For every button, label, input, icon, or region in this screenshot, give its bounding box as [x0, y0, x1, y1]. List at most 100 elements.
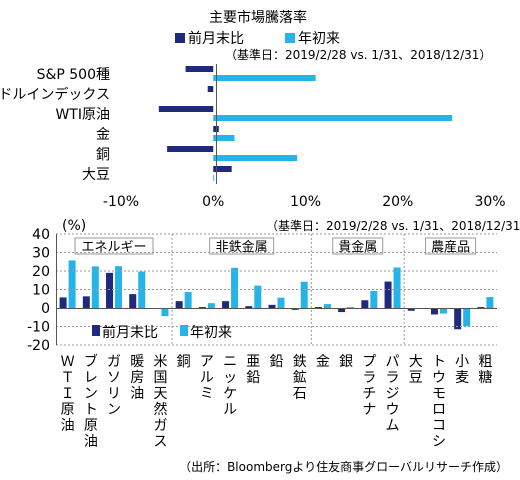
bottom-legend-swatch-ytd: [180, 325, 188, 336]
top-category-label: ドルインデックス: [0, 86, 110, 103]
bottom-y-tick-label: 30: [32, 246, 50, 262]
bottom-bar-ytd-0: [68, 260, 76, 308]
bottom-bar-ytd-14: [393, 267, 401, 308]
bottom-legend-label-mom: 前月末比: [102, 324, 158, 341]
sector-label: 非鉄金属: [216, 239, 268, 255]
bottom-bar-ytd-10: [300, 281, 308, 308]
top-bar-ytd-2: [213, 115, 453, 121]
bottom-bar-mom-13: [361, 300, 369, 308]
bottom-bar-ytd-5: [184, 292, 192, 308]
top-bar-mom-0: [185, 66, 214, 72]
bottom-bar-ytd-16: [439, 308, 447, 314]
top-x-tick-label: 30%: [474, 194, 505, 210]
bottom-category-label: 暖房油: [130, 354, 144, 402]
bottom-bar-mom-6: [198, 307, 206, 308]
bottom-bar-mom-8: [245, 306, 253, 308]
bottom-chart-note: （基準日：2019/2/28 vs. 1/31、2018/12/31）: [266, 218, 520, 233]
top-x-tick-label: 10%: [290, 194, 321, 210]
top-category-label: S&P 500種: [37, 67, 110, 83]
bottom-bar-mom-18: [477, 307, 485, 308]
top-bar-ytd-4: [213, 155, 298, 161]
bottom-bar-mom-15: [407, 308, 415, 311]
top-bar-ytd-3: [213, 135, 235, 141]
bottom-category-label: 銅: [177, 354, 191, 370]
source-note: （出所：Bloombergより住友商事グローバルリサーチ作成）: [179, 459, 508, 474]
bottom-bar-ytd-13: [370, 290, 378, 308]
bottom-category-label: 小麦: [455, 354, 469, 386]
bottom-bar-mom-9: [268, 304, 276, 308]
top-bar-ytd-0: [213, 75, 316, 81]
bottom-bar-ytd-6: [207, 303, 215, 308]
sector-label-box: [332, 237, 384, 255]
top-category-label: WTI原油: [55, 107, 110, 123]
legend-swatch-ytd: [285, 33, 295, 43]
bottom-y-tick-label: 10: [32, 283, 50, 299]
sector-label: 貴金属: [338, 239, 377, 255]
bottom-bar-mom-5: [175, 301, 183, 308]
bottom-y-tick-label: 40: [32, 227, 50, 243]
sector-labels: エネルギー 非鉄金属 貴金属 農産品: [74, 234, 477, 345]
bottom-bar-ytd-11: [323, 304, 331, 308]
legend-label-ytd: 年初来: [298, 30, 340, 47]
bottom-y-tick-label: 0: [41, 301, 50, 317]
bottom-legend-swatch-mom: [92, 325, 100, 336]
sector-label-box: [425, 237, 477, 255]
sector-label-box: [209, 237, 275, 255]
bottom-bar-mom-1: [82, 296, 90, 308]
bottom-bar-mom-17: [454, 308, 462, 330]
legend-swatch-mom: [175, 33, 185, 43]
bottom-category-label: ブレント原油: [84, 353, 98, 450]
bottom-bar-mom-14: [384, 281, 392, 308]
bottom-bar-mom-3: [129, 294, 137, 308]
bottom-y-tick-label: 20: [32, 264, 50, 280]
top-bar-mom-2: [158, 106, 214, 112]
top-x-tick-label: 0%: [202, 194, 224, 210]
top-bars: [158, 66, 453, 181]
bottom-bar-mom-0: [59, 297, 67, 308]
bottom-category-label: プラチナ: [362, 354, 376, 418]
bottom-y-tick-labels: 40 30 20 10 0 -10 -20: [27, 227, 497, 354]
sector-label: エネルギー: [82, 240, 147, 255]
bottom-y-tick-label: -20: [27, 338, 50, 354]
top-chart-note: （基準日：2019/2/28 vs. 1/31、2018/12/31）: [225, 47, 491, 62]
bottom-bar-ytd-7: [231, 267, 239, 308]
bottom-bar-ytd-17: [463, 308, 471, 327]
bottom-bar-ytd-2: [115, 266, 123, 308]
top-category-label: 金: [96, 127, 110, 143]
bottom-unit-label: (%): [62, 218, 86, 234]
bottom-category-label: ニッケル: [223, 354, 237, 418]
bottom-bar-ytd-4: [161, 308, 169, 317]
bottom-category-label: 銀: [339, 354, 353, 370]
bottom-category-label: 鉄鉱石: [293, 354, 307, 402]
bottom-category-label: パラジウム: [386, 354, 400, 434]
bottom-category-label: トウモロコシ: [432, 354, 446, 450]
bottom-category-label: 米国天然ガス: [153, 354, 167, 450]
bottom-category-label: ガソリン: [107, 354, 121, 418]
bottom-chart: (%) （基準日：2019/2/28 vs. 1/31、2018/12/31） …: [27, 218, 520, 450]
bottom-bar-mom-16: [430, 308, 438, 315]
bottom-y-tick-label: -10: [27, 320, 50, 336]
bottom-category-label: 鉛: [270, 354, 284, 370]
bottom-bar-ytd-8: [254, 285, 262, 308]
top-bar-ytd-5: [213, 175, 215, 181]
sector-label-box: [74, 237, 154, 255]
top-category-label: 大豆: [82, 167, 110, 183]
bottom-category-label: 大豆: [409, 354, 423, 386]
top-x-tick-label: -10%: [103, 194, 139, 210]
top-category-label: 銅: [96, 147, 110, 163]
bottom-bar-ytd-9: [277, 297, 285, 308]
bottom-category-labels: ＷＴＩ原油ブレント原油ガソリン暖房油米国天然ガス銅 アルミニッケル亜鉛鉛 鉄鉱石金銀…: [61, 353, 493, 450]
bottom-bar-ytd-12: [347, 307, 355, 308]
top-chart-title: 主要市場騰落率: [209, 9, 307, 26]
bottom-bar-mom-7: [222, 301, 230, 308]
bottom-category-label: ＷＴＩ原油: [61, 354, 75, 434]
top-bar-mom-1: [207, 86, 214, 92]
top-x-tick-labels: -10% 0% 10% 20% 30%: [103, 194, 506, 210]
bottom-bar-mom-11: [314, 307, 322, 308]
top-bar-mom-5: [213, 166, 232, 172]
top-bar-mom-4: [167, 146, 214, 152]
legend-label-mom: 前月末比: [188, 30, 244, 47]
top-x-tick-label: 20%: [382, 194, 413, 210]
